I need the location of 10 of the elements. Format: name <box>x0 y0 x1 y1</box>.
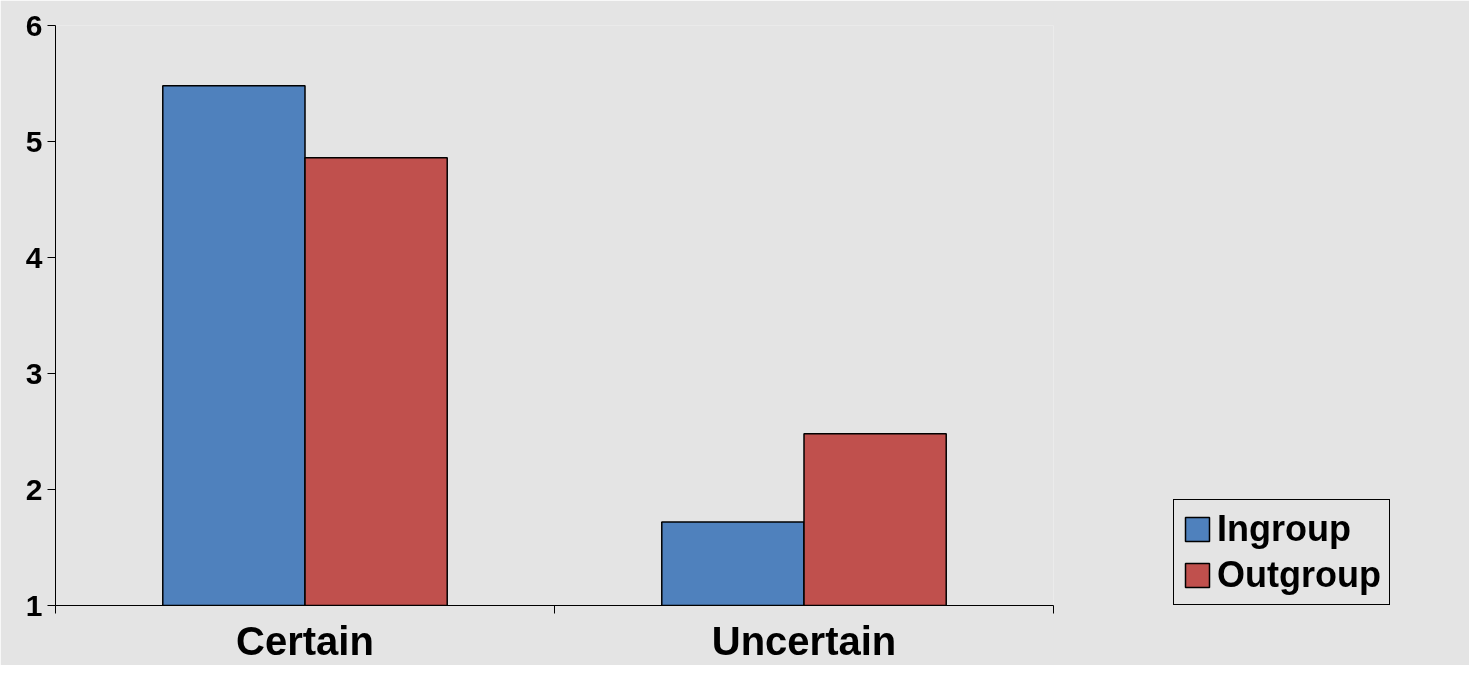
y-tick-label: 1 <box>25 588 43 622</box>
y-tick-label: 5 <box>25 124 43 158</box>
x-tick-label: Uncertain <box>711 618 897 663</box>
x-tick-label: Certain <box>236 618 374 663</box>
legend-label: Outgroup <box>1217 554 1381 596</box>
y-tick-label: 6 <box>25 8 43 42</box>
y-tick-label: 4 <box>25 240 43 274</box>
legend-label: Ingroup <box>1217 508 1351 550</box>
y-tick-label: 3 <box>25 356 43 390</box>
y-tick-label: 2 <box>25 472 43 506</box>
